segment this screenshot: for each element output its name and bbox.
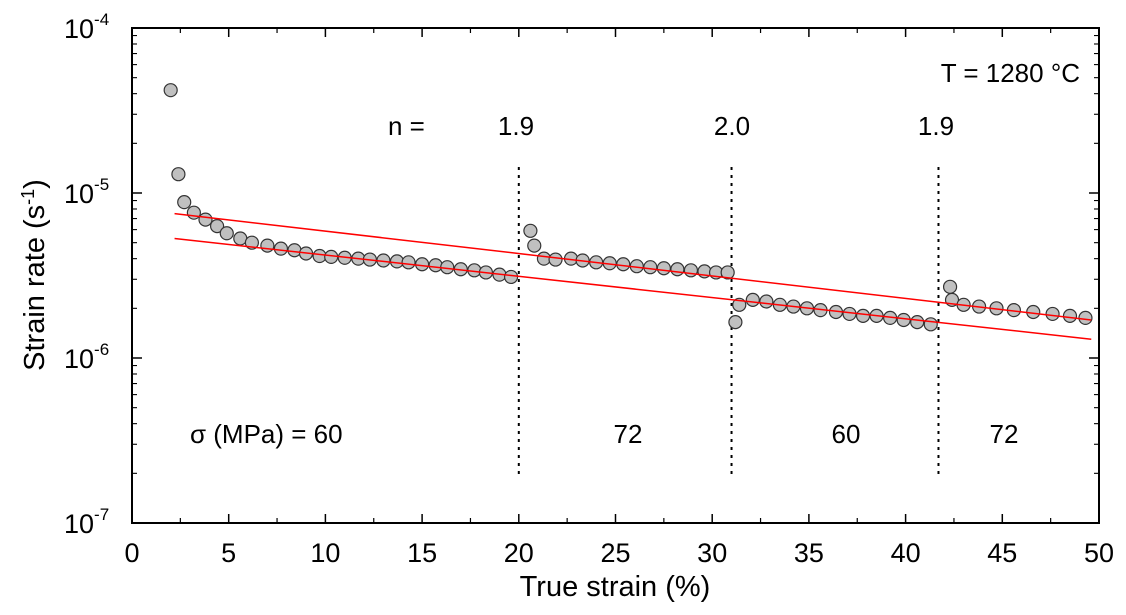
x-tick-label: 10 [310, 538, 340, 568]
fit-line [174, 212, 1092, 321]
x-axis-title: True strain (%) [520, 571, 711, 603]
y-tick-base: 10 [64, 179, 94, 209]
y-tick-base: 10 [64, 509, 94, 539]
data-point [842, 306, 857, 322]
data-point [219, 226, 234, 241]
y-axis-title: Strain rate (s-1) [18, 179, 51, 371]
y-axis-title-close: ) [19, 179, 51, 189]
data-point [643, 260, 658, 275]
x-tick-label: 0 [124, 538, 139, 568]
stress-value-2: 60 [832, 419, 861, 449]
data-point [728, 315, 743, 330]
y-tick-base: 10 [64, 14, 94, 44]
data-point [656, 261, 671, 276]
data-point [389, 254, 405, 269]
y-tick-exp: -6 [94, 340, 109, 359]
data-point [923, 317, 938, 332]
y-tick-exp: -7 [94, 505, 109, 524]
y-tick-label: 10-6 [64, 340, 109, 374]
data-point [670, 262, 685, 277]
n-value-1: 1.9 [498, 111, 534, 141]
data-point [942, 279, 958, 294]
y-tick-label: 10-5 [64, 175, 109, 209]
y-tick-exp: -4 [94, 10, 109, 29]
data-point [312, 248, 327, 264]
y-tick-label: 10-7 [64, 505, 109, 539]
data-point [1078, 310, 1093, 325]
x-axis-ticks: 0 5 10 15 20 25 30 35 40 45 50 [124, 28, 1114, 568]
fit-line [174, 237, 1092, 340]
y-axis-title-main: Strain rate (s [19, 205, 51, 371]
data-point [720, 265, 735, 280]
data-point [163, 83, 178, 98]
data-point [855, 308, 871, 323]
data-point [548, 252, 563, 267]
stress-value-3: 72 [990, 419, 1019, 449]
data-point [209, 219, 225, 234]
data-point [527, 238, 542, 253]
data-point [186, 205, 201, 220]
data-point [1062, 308, 1078, 323]
data-point [683, 263, 699, 278]
data-point [428, 258, 443, 273]
y-tick-exp: -5 [94, 175, 109, 194]
y-axis-ticks: 10-710-610-510-4 [64, 10, 1099, 539]
sigma-label: σ (MPa) = 60 [190, 419, 343, 449]
data-point [177, 195, 192, 210]
data-point [536, 251, 552, 266]
data-point [401, 255, 416, 270]
data-point [759, 294, 774, 309]
n-value-3: 1.9 [918, 111, 954, 141]
y-tick-label: 10-4 [64, 10, 109, 44]
data-point [1045, 306, 1060, 322]
temperature-label: T = 1280 °C [941, 58, 1080, 88]
data-point [260, 238, 275, 253]
stress-value-1: 72 [614, 419, 643, 449]
x-tick-label: 25 [600, 538, 630, 568]
data-point [198, 212, 213, 227]
data-point [745, 292, 760, 307]
x-tick-label: 50 [1084, 538, 1114, 568]
data-point [171, 167, 186, 182]
data-point [415, 257, 430, 272]
x-tick-label: 35 [794, 538, 824, 568]
fit-lines [174, 212, 1092, 340]
data-point [896, 312, 911, 328]
data-point [523, 223, 538, 238]
n-label: n = [388, 111, 425, 141]
x-tick-label: 5 [221, 538, 236, 568]
data-point [273, 241, 289, 256]
x-tick-label: 45 [987, 538, 1017, 568]
data-point [616, 257, 631, 272]
data-point [910, 315, 925, 330]
x-tick-label: 15 [407, 538, 437, 568]
x-tick-label: 20 [504, 538, 534, 568]
data-point [287, 243, 302, 258]
data-point [503, 269, 519, 285]
x-tick-label: 40 [891, 538, 921, 568]
x-tick-label: 30 [697, 538, 727, 568]
y-axis-title-sup: -1 [18, 189, 38, 205]
n-value-2: 2.0 [714, 111, 750, 141]
y-tick-base: 10 [64, 344, 94, 374]
